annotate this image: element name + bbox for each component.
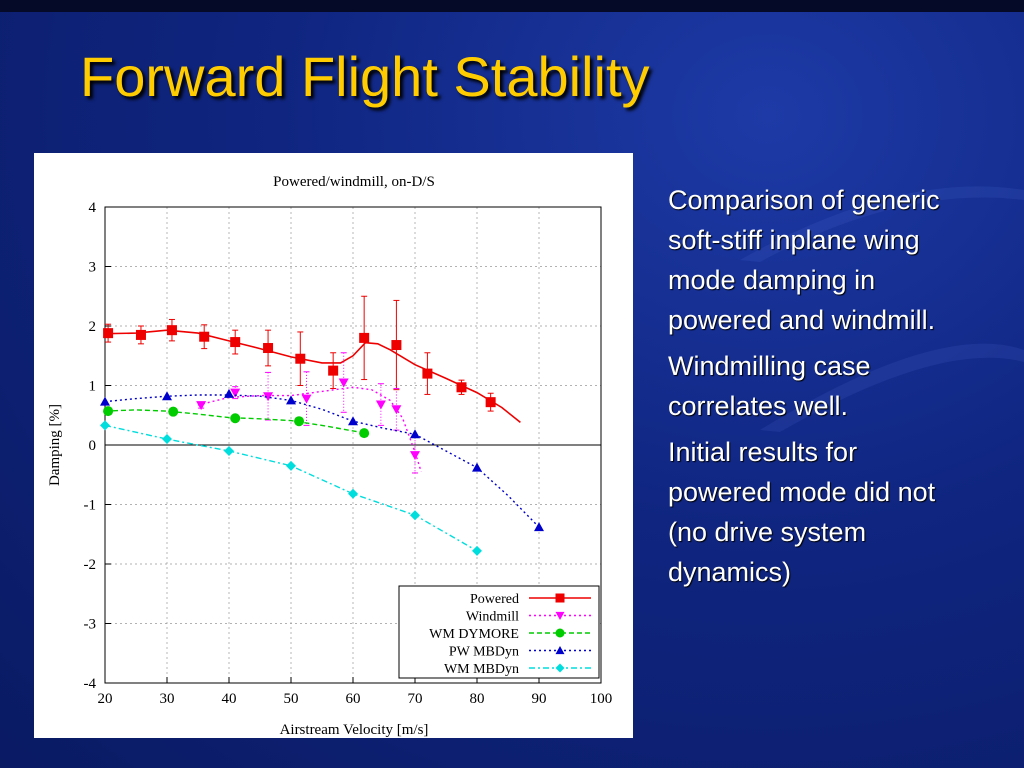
x-tick-label: 100 [590,691,613,707]
x-tick-label: 60 [346,691,361,707]
data-point [199,331,210,342]
bullet-list: Comparison of generic soft-stiff inplane… [668,180,958,598]
chart-title: Powered/windmill, on-D/S [273,174,435,190]
x-tick-label: 40 [222,691,237,707]
data-point [162,434,172,445]
data-point [230,413,241,424]
legend: Powered Windmill WM DYMORE PW MBDyn WM MBDyn [398,585,600,679]
data-point [103,406,114,417]
data-point [410,451,420,461]
data-point [263,343,274,354]
y-tick-label: -1 [84,498,97,514]
data-point [162,391,172,401]
data-point [338,378,349,388]
tick-labels: 20 30 40 50 60 70 80 90 100 -4 -3 -2 -1 0 1 2 3 4 [84,200,613,707]
bullet-item: Windmilling case correlates well. [668,351,871,421]
data-point [294,416,305,427]
data-point [359,332,370,343]
x-tick-label: 20 [98,691,113,707]
series-windmill [196,352,422,474]
data-point [391,340,402,351]
data-point [348,488,358,499]
data-point [410,429,420,439]
y-tick-label: 1 [89,379,97,395]
data-point [555,646,565,655]
y-tick-label: 4 [89,200,97,216]
data-point [555,628,565,638]
data-point [328,365,339,376]
data-point [485,397,496,408]
damping-chart: Powered/windmill, on-D/S 20 30 40 50 60 70 80 9… [47,174,613,738]
data-point [230,337,241,348]
data-point [472,545,482,556]
x-axis-label: Airstream Velocity [m/s] [280,722,429,738]
legend-box [398,585,600,679]
x-tick-label: 80 [470,691,485,707]
y-tick-label: -2 [84,557,97,573]
data-point [456,382,467,393]
data-point [230,388,241,398]
data-point [286,460,296,471]
series-line [104,329,521,424]
series-wm-dymore [103,406,370,439]
data-point [422,368,433,379]
x-tick-label: 70 [408,691,423,707]
y-tick-label: -4 [84,676,97,692]
y-tick-label: 0 [89,438,97,454]
legend-label: PW MBDyn [449,645,519,660]
data-point [168,406,179,417]
chart-panel: Powered/windmill, on-D/S 20 30 40 50 60 70 80 9… [34,153,633,738]
data-point [472,462,482,472]
x-tick-label: 50 [284,691,299,707]
data-point [295,353,306,364]
plot-frame [104,206,602,684]
y-tick-label: 3 [89,260,97,276]
data-point [224,388,234,398]
series-wm-mbdyn [100,420,482,556]
data-point [391,405,402,415]
legend-label: Powered [470,592,519,607]
x-tick-label: 90 [532,691,547,707]
data-point [100,420,110,431]
legend-label: WM DYMORE [429,627,519,642]
data-point [410,510,420,521]
data-point [348,416,358,426]
bullet-item: Initial results for powered mode did not… [668,437,936,587]
data-point [135,329,146,340]
legend-label: WM MBDyn [444,662,519,677]
data-point [166,325,177,336]
data-point [359,428,370,439]
data-point [375,400,386,410]
data-point [555,593,565,603]
data-point [103,328,114,339]
data-point [555,611,565,620]
y-tick-label: 2 [89,319,97,335]
y-tick-label: -3 [84,617,97,633]
data-point [555,663,565,673]
slide-title: Forward Flight Stability [80,45,650,108]
data-point [196,401,207,411]
series-line [104,409,366,434]
series-line [197,386,422,473]
top-bar [0,0,1024,12]
data-point [534,522,544,532]
data-point [224,445,234,456]
bullet-item: Comparison of generic soft-stiff inplane… [668,185,940,335]
series-pw-mbdyn [100,388,544,532]
x-tick-label: 30 [160,691,175,707]
series-layer [100,295,544,556]
data-point [286,395,296,405]
y-axis-label: Damping [%] [47,404,63,486]
legend-label: Windmill [466,610,519,625]
data-point [263,392,274,402]
data-point [100,396,110,406]
data-point [301,394,312,404]
series-powered [103,295,521,424]
